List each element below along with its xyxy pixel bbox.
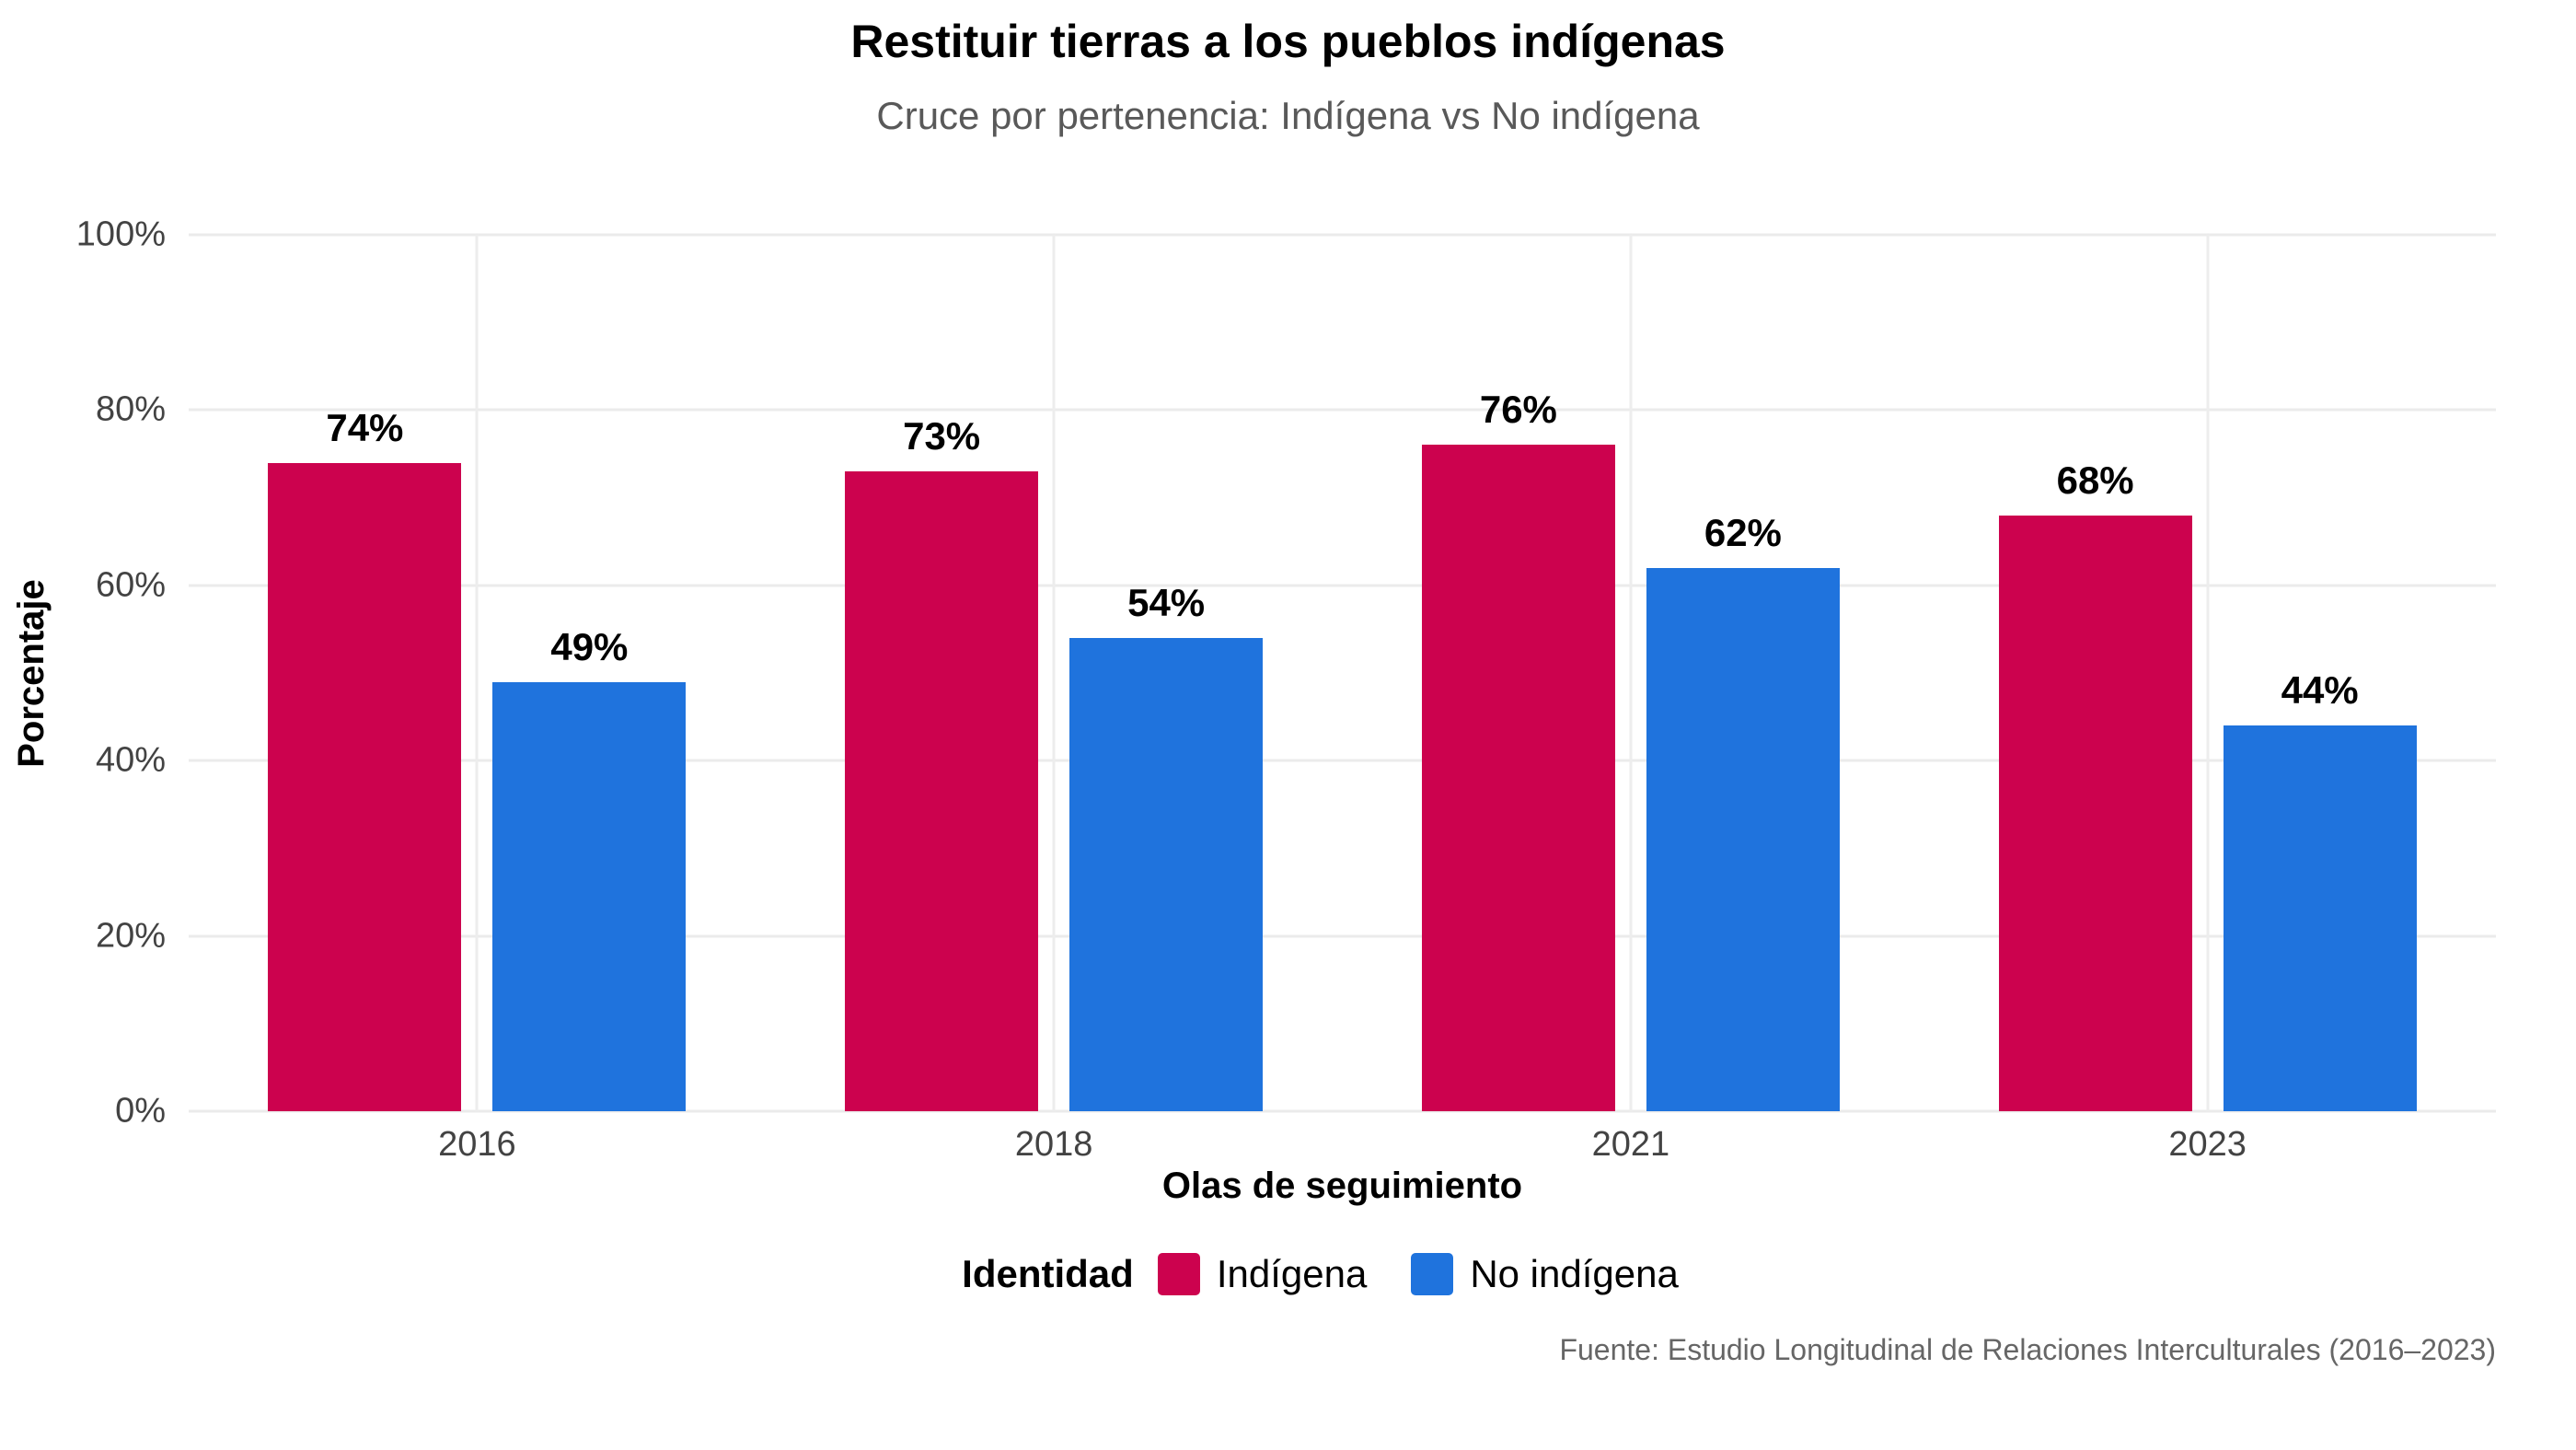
bar-value-label-no-indígena-2016: 49% [550, 624, 629, 668]
gridline-h-40 [189, 759, 2496, 762]
y-tick-label-40: 40% [95, 740, 166, 780]
x-axis-ticks: 2016 2018 2021 2023 [189, 1125, 2496, 1167]
gridline-v-2023 [2206, 235, 2210, 1111]
y-tick-label-100: 100% [75, 215, 166, 254]
bar-value-label-no-indígena-2018: 54% [1127, 580, 1206, 624]
bar-no-indígena-2018 [1069, 637, 1264, 1111]
y-tick-label-20: 20% [95, 916, 166, 956]
source-caption: Fuente: Estudio Longitudinal de Relacion… [1559, 1333, 2496, 1366]
x-axis-title: Olas de seguimiento [1161, 1166, 1523, 1206]
x-tick-label-2016: 2016 [438, 1125, 516, 1164]
bar-value-label-no-indígena-2021: 62% [1704, 510, 1782, 554]
bar-value-label-indígena-2016: 74% [326, 405, 404, 449]
gridline-h-20 [189, 934, 2496, 938]
legend: Identidad Indígena No indígena [189, 1245, 2496, 1304]
x-tick-label-2023: 2023 [2168, 1125, 2247, 1164]
legend-swatch-indígena [1157, 1253, 1200, 1295]
bar-value-label-indígena-2023: 68% [2056, 458, 2134, 502]
gridline-h-100 [189, 233, 2496, 237]
bar-indígena-2016 [268, 462, 462, 1111]
legend-label-indígena: Indígena [1216, 1252, 1368, 1295]
chart-subtitle: Cruce por pertenencia: Indígena vs No in… [876, 94, 1700, 137]
y-tick-label-0: 0% [115, 1091, 166, 1131]
legend-swatch-no-indígena [1411, 1253, 1454, 1295]
y-axis-ticks: 0% 20% 40% 60% 80% 100% [0, 215, 166, 1131]
bar-value-label-no-indígena-2023: 44% [2281, 668, 2359, 713]
chart-title: Restituir tierras a los pueblos indígena… [850, 16, 1726, 67]
gridline-v-2021 [1629, 235, 1633, 1111]
y-tick-label-80: 80% [95, 389, 166, 429]
legend-title: Identidad [962, 1252, 1134, 1295]
y-tick-label-60: 60% [95, 565, 166, 605]
gridline-h-60 [189, 584, 2496, 587]
bar-value-label-indígena-2021: 76% [1479, 388, 1557, 432]
bar-no-indígena-2021 [1646, 567, 1840, 1111]
gridline-h-80 [189, 408, 2496, 412]
gridline-v-2018 [1052, 235, 1056, 1111]
bar-no-indígena-2016 [492, 681, 687, 1111]
bar-value-label-indígena-2018: 73% [903, 414, 981, 458]
bar-indígena-2018 [845, 471, 1039, 1111]
plot-area: 74% 49% 73% 54% 76% 62% 68% 44% [189, 233, 2496, 1113]
legend-label-no-indígena: No indígena [1470, 1252, 1679, 1295]
x-tick-label-2021: 2021 [1591, 1125, 1670, 1164]
bar-indígena-2023 [1998, 515, 2192, 1111]
bar-no-indígena-2023 [2223, 725, 2417, 1111]
x-tick-label-2018: 2018 [1014, 1125, 1093, 1164]
gridline-v-2016 [475, 235, 479, 1111]
bar-indígena-2021 [1421, 445, 1615, 1111]
gridline-h-0 [189, 1109, 2496, 1113]
